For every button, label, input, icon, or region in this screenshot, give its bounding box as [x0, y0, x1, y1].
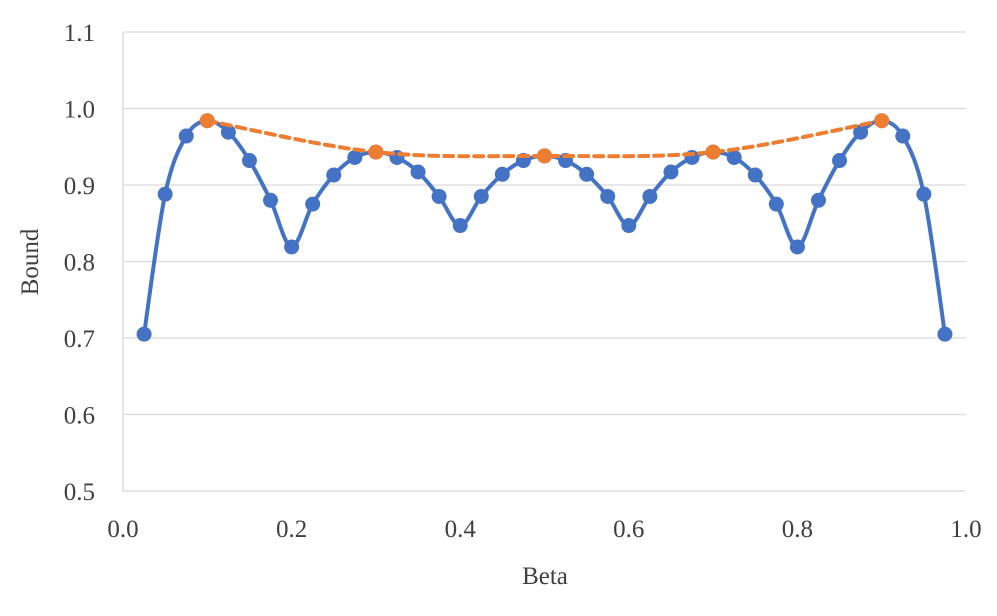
data-point [410, 164, 426, 180]
data-point [726, 149, 742, 165]
data-point [916, 186, 932, 202]
data-point [263, 192, 279, 208]
data-point [937, 326, 953, 342]
data-point [452, 218, 468, 234]
y-tick-label: 1.0 [64, 97, 95, 124]
data-point [768, 196, 784, 212]
series-2 [199, 113, 890, 164]
data-point [642, 188, 658, 204]
data-point [136, 326, 152, 342]
data-point [705, 144, 721, 160]
y-tick-label: 0.7 [64, 326, 95, 353]
data-point [368, 144, 384, 160]
data-point [621, 218, 637, 234]
plot-series [136, 113, 953, 342]
data-point [494, 166, 510, 182]
data-point [199, 113, 215, 129]
data-point [853, 124, 869, 140]
data-point [747, 167, 763, 183]
data-point [178, 128, 194, 144]
data-point [832, 153, 848, 169]
data-point [347, 149, 363, 165]
y-tick-label: 0.9 [64, 173, 95, 200]
x-axis-title: Beta [522, 563, 568, 590]
data-point [473, 188, 489, 204]
data-point [874, 113, 890, 129]
x-tick-label: 0.0 [107, 516, 138, 543]
data-point [220, 124, 236, 140]
data-point [537, 148, 552, 164]
y-axis-tick-labels: 0.5 0.6 0.7 0.8 0.9 1.0 1.1 [64, 20, 95, 506]
data-point [663, 164, 679, 180]
x-tick-label: 0.4 [445, 516, 477, 543]
data-point [326, 167, 342, 183]
y-axis-title: Bound [17, 228, 44, 295]
y-tick-label: 0.5 [64, 479, 95, 506]
data-point [241, 153, 257, 169]
data-point [157, 186, 173, 202]
x-axis-tick-labels: 0.0 0.2 0.4 0.6 0.8 1.0 [107, 516, 981, 543]
gridlines [122, 31, 966, 492]
data-point [305, 196, 321, 212]
data-point [810, 192, 826, 208]
data-point [789, 239, 805, 255]
series-1 [136, 113, 953, 342]
x-tick-label: 0.2 [276, 516, 307, 543]
y-tick-label: 0.8 [64, 250, 95, 277]
data-point [431, 188, 447, 204]
data-point [284, 239, 300, 255]
y-tick-label: 1.1 [64, 20, 95, 47]
data-point [895, 128, 911, 144]
data-point [600, 188, 616, 204]
data-point [579, 166, 595, 182]
y-tick-label: 0.6 [64, 403, 95, 430]
x-tick-label: 0.8 [782, 516, 813, 543]
x-tick-label: 1.0 [950, 516, 981, 543]
x-tick-label: 0.6 [613, 516, 644, 543]
